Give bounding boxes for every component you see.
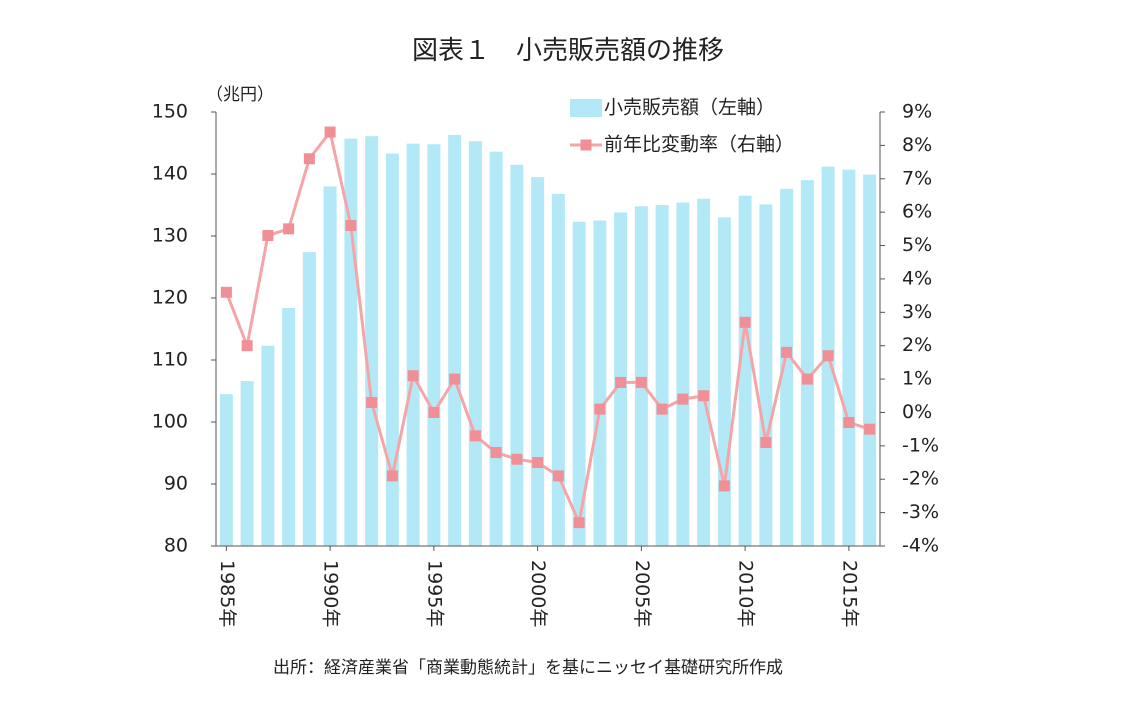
y-tick-label: 100 — [152, 411, 188, 433]
marker — [262, 230, 274, 242]
x-tick-label: 2000年 — [527, 560, 549, 627]
marker — [324, 126, 336, 138]
y-tick-label: 120 — [152, 287, 188, 309]
y2-tick-label: -3% — [902, 501, 939, 523]
y-tick-label: 110 — [152, 349, 188, 371]
line — [224, 128, 871, 528]
bar — [863, 174, 877, 546]
marker — [718, 480, 730, 492]
y2-tick-label: -1% — [902, 434, 939, 456]
marker — [511, 453, 523, 465]
y2-tick-label: 6% — [902, 201, 932, 223]
marker — [843, 416, 855, 428]
y-tick-label: 90 — [164, 473, 188, 495]
bar — [717, 217, 731, 546]
marker — [656, 403, 668, 415]
bar — [323, 186, 337, 546]
y-tick-label: 130 — [152, 225, 188, 247]
bar — [738, 195, 752, 546]
bar — [572, 221, 586, 547]
marker — [594, 403, 606, 415]
bar — [219, 394, 233, 546]
bar — [780, 188, 794, 546]
marker — [220, 286, 232, 298]
bar — [697, 198, 711, 547]
bar — [427, 144, 441, 547]
marker — [366, 396, 378, 408]
marker — [469, 430, 481, 442]
marker — [303, 153, 315, 165]
marker — [677, 393, 689, 405]
bar — [282, 307, 296, 546]
legend-label: 前年比変動率（右軸） — [604, 134, 794, 156]
marker — [615, 376, 627, 388]
marker — [822, 350, 834, 362]
marker — [449, 373, 461, 385]
bar — [655, 205, 669, 546]
marker — [283, 223, 295, 235]
y-tick-label: 140 — [152, 163, 188, 185]
marker — [781, 346, 793, 358]
chart-title: 図表１ 小売販売額の推移 — [412, 36, 724, 66]
bar — [759, 204, 773, 546]
marker — [760, 437, 772, 449]
y2-tick-label: 5% — [902, 234, 932, 256]
legend-label: 小売販売額（左軸） — [604, 97, 775, 119]
bar — [676, 202, 690, 546]
marker — [698, 390, 710, 402]
x-tick-label: 2010年 — [735, 560, 757, 627]
marker — [552, 470, 564, 482]
bar — [531, 177, 545, 546]
y2-tick-label: 7% — [902, 167, 932, 189]
x-tick-label: 1990年 — [320, 560, 342, 627]
bar — [365, 136, 379, 546]
bar — [593, 220, 607, 546]
bar — [510, 164, 524, 546]
y2-tick-label: 1% — [902, 368, 932, 390]
bar — [842, 169, 856, 546]
bar — [448, 134, 462, 546]
marker — [864, 423, 876, 435]
legend-marker — [580, 139, 592, 151]
y2-tick-label: 4% — [902, 267, 932, 289]
marker — [532, 457, 544, 469]
bar — [800, 180, 814, 546]
bar — [551, 193, 565, 546]
y2-tick-label: 2% — [902, 334, 932, 356]
bar — [489, 151, 503, 546]
marker — [428, 406, 440, 418]
y-tick-label: 80 — [164, 535, 188, 557]
marker — [407, 370, 419, 382]
legend-swatch — [570, 99, 602, 117]
marker — [573, 517, 585, 529]
marker — [801, 373, 813, 385]
bar — [406, 143, 420, 546]
x-tick-label: 2005年 — [631, 560, 653, 627]
marker — [739, 316, 751, 328]
y2-tick-label: -4% — [902, 535, 939, 557]
y2-tick-label: 0% — [902, 401, 932, 423]
y-tick-label: 150 — [152, 101, 188, 123]
marker — [490, 447, 502, 459]
marker — [241, 340, 253, 352]
y2-tick-label: 9% — [902, 101, 932, 123]
x-tick-label: 2015年 — [838, 560, 860, 627]
y2-tick-label: 3% — [902, 301, 932, 323]
y2-tick-label: -2% — [902, 468, 939, 490]
bar — [634, 206, 648, 547]
marker — [386, 470, 398, 482]
y2-tick-label: 8% — [902, 134, 932, 156]
y-axis-label: （兆円） — [206, 85, 274, 105]
bar — [468, 141, 482, 546]
bar — [261, 345, 275, 546]
marker — [345, 220, 357, 232]
bar — [240, 381, 254, 546]
x-tick-label: 1995年 — [423, 560, 445, 627]
bar — [385, 153, 399, 547]
marker — [635, 376, 647, 388]
source: 出所：経済産業省「商業動態統計」を基にニッセイ基礎研究所作成 — [273, 658, 783, 678]
x-tick-label: 1985年 — [216, 560, 238, 627]
bar — [302, 252, 316, 546]
